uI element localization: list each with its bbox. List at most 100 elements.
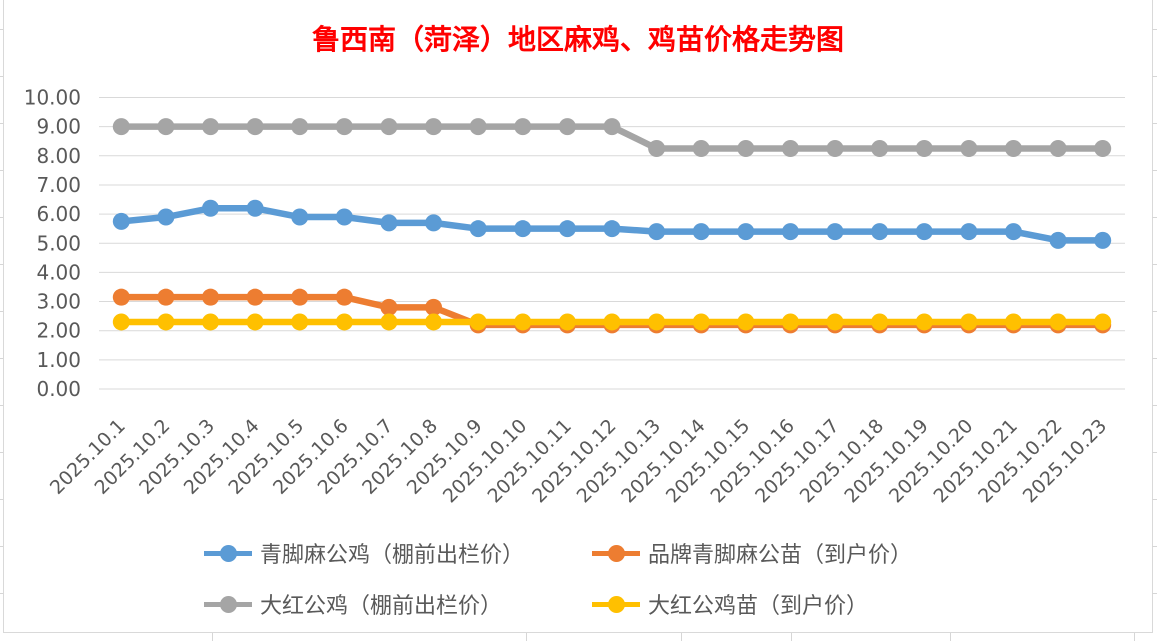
data-point xyxy=(469,313,487,331)
data-point xyxy=(692,313,710,331)
data-point xyxy=(380,313,398,331)
data-point xyxy=(157,288,175,306)
data-point xyxy=(781,223,799,241)
sheet-gridline xyxy=(1152,170,1157,171)
sheet-gridline xyxy=(1152,311,1157,312)
data-point xyxy=(603,220,621,238)
sheet-gridline xyxy=(0,264,3,265)
sheet-gridline xyxy=(526,633,527,641)
y-axis-tick-label: 4.00 xyxy=(36,260,81,284)
data-point xyxy=(246,313,264,331)
data-point xyxy=(871,223,889,241)
data-point xyxy=(425,313,443,331)
data-point xyxy=(1094,231,1112,249)
data-point xyxy=(1049,313,1067,331)
data-point xyxy=(112,212,130,230)
sheet-gridline xyxy=(1134,633,1135,641)
legend-label: 大红公鸡苗（到户价） xyxy=(648,594,869,619)
y-axis-tick-label: 10.00 xyxy=(24,86,81,110)
sheet-gridline xyxy=(1152,29,1157,30)
sheet-gridline xyxy=(1152,593,1157,594)
data-point xyxy=(781,313,799,331)
legend-item-series-2[interactable]: 品牌青脚麻公苗（到户价） xyxy=(592,538,912,568)
data-point xyxy=(291,118,309,136)
sheet-gridline xyxy=(1152,405,1157,406)
data-point xyxy=(960,223,978,241)
legend-item-series-4[interactable]: 大红公鸡苗（到户价） xyxy=(592,589,868,619)
data-point xyxy=(915,313,933,331)
sheet-gridline xyxy=(1152,76,1157,77)
sheet-gridline xyxy=(0,29,3,30)
legend-row: 大红公鸡（棚前出栏价） 大红公鸡苗（到户价） xyxy=(204,589,1104,619)
data-point xyxy=(960,140,978,158)
data-point xyxy=(558,220,576,238)
sheet-gridline xyxy=(0,499,3,500)
data-point xyxy=(915,140,933,158)
data-point xyxy=(826,140,844,158)
sheet-gridline xyxy=(681,633,682,641)
y-axis-tick-label: 9.00 xyxy=(36,115,81,139)
sheet-gridline xyxy=(0,76,3,77)
sheet-gridline xyxy=(1152,452,1157,453)
data-point xyxy=(1049,231,1067,249)
legend-label: 品牌青脚麻公苗（到户价） xyxy=(648,543,913,568)
line-dot-marker-icon xyxy=(592,544,640,562)
data-point xyxy=(335,118,353,136)
data-point xyxy=(335,288,353,306)
legend-item-series-1[interactable]: 青脚麻公鸡（棚前出栏价） xyxy=(204,538,524,568)
data-point xyxy=(246,118,264,136)
sheet-gridline xyxy=(212,633,213,641)
legend-label: 青脚麻公鸡（棚前出栏价） xyxy=(260,543,525,568)
data-point xyxy=(202,288,220,306)
line-dot-marker-icon xyxy=(204,544,252,562)
data-point xyxy=(960,313,978,331)
data-point xyxy=(603,118,621,136)
sheet-gridline xyxy=(1152,499,1157,500)
y-axis-tick-label: 8.00 xyxy=(36,144,81,168)
data-point xyxy=(558,313,576,331)
data-point xyxy=(202,118,220,136)
data-point xyxy=(425,298,443,316)
data-point xyxy=(157,208,175,226)
data-point xyxy=(335,208,353,226)
data-point xyxy=(425,214,443,232)
data-point xyxy=(380,298,398,316)
data-point xyxy=(871,140,889,158)
data-point xyxy=(246,288,264,306)
data-point xyxy=(648,313,666,331)
data-point xyxy=(157,313,175,331)
data-point xyxy=(380,118,398,136)
data-point xyxy=(469,220,487,238)
chart-title: 鲁西南（菏泽）地区麻鸡、鸡苗价格走势图 xyxy=(311,23,844,56)
line-dot-marker-icon xyxy=(204,595,252,613)
data-point xyxy=(514,118,532,136)
data-point xyxy=(514,313,532,331)
data-point xyxy=(1094,313,1112,331)
sheet-gridline xyxy=(0,358,3,359)
legend-item-series-3[interactable]: 大红公鸡（棚前出栏价） xyxy=(204,589,502,619)
data-point xyxy=(1004,140,1022,158)
sheet-gridline xyxy=(0,546,3,547)
data-point xyxy=(246,199,264,217)
y-axis-tick-label: 2.00 xyxy=(36,319,81,343)
data-point xyxy=(692,140,710,158)
data-point xyxy=(871,313,889,331)
sheet-gridline xyxy=(0,217,3,218)
data-point xyxy=(425,118,443,136)
data-point xyxy=(648,223,666,241)
data-point xyxy=(826,313,844,331)
data-point xyxy=(202,199,220,217)
chart-object[interactable]: 鲁西南（菏泽）地区麻鸡、鸡苗价格走势图 0.00 1.00 2.00 3.00 4.00… xyxy=(3,0,1153,633)
legend-label: 大红公鸡（棚前出栏价） xyxy=(260,594,503,619)
data-point xyxy=(1049,140,1067,158)
y-axis-tick-label: 1.00 xyxy=(36,348,81,372)
data-point xyxy=(112,118,130,136)
y-axis-tick-label: 6.00 xyxy=(36,202,81,226)
sheet-gridline xyxy=(0,452,3,453)
data-point xyxy=(112,288,130,306)
data-point xyxy=(291,313,309,331)
data-point xyxy=(469,118,487,136)
data-point xyxy=(737,140,755,158)
data-point xyxy=(112,313,130,331)
data-point xyxy=(335,313,353,331)
